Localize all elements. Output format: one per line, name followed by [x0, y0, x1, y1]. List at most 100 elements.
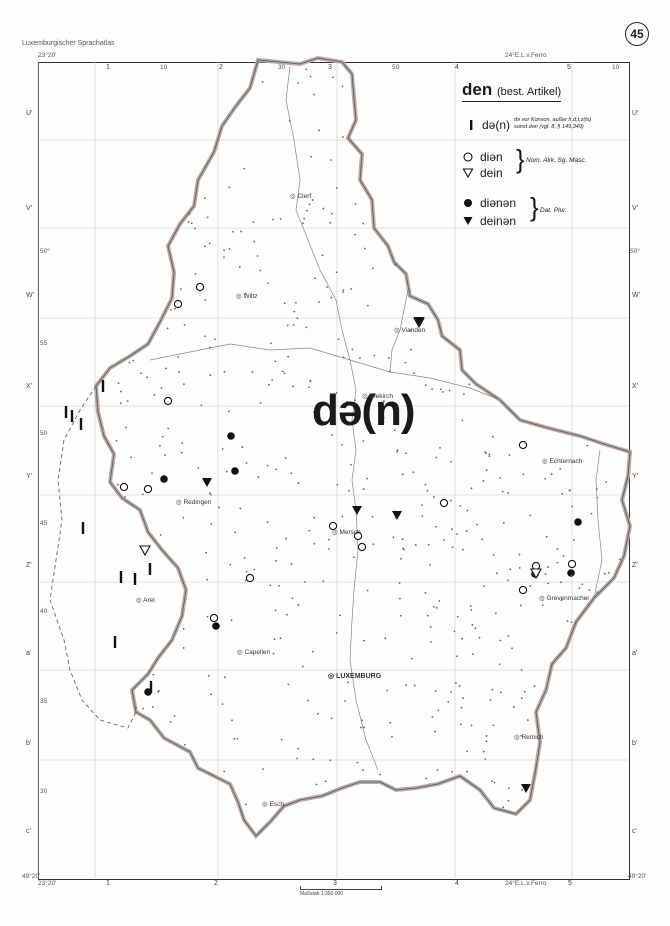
- survey-point-dot: [178, 371, 180, 373]
- survey-point-dot: [398, 582, 401, 585]
- survey-point-dot: [466, 750, 469, 753]
- survey-point-dot: [305, 209, 308, 212]
- tick-top-3: 50: [392, 64, 400, 71]
- survey-point-dot: [451, 546, 454, 549]
- filled-circle-marker: [144, 688, 152, 696]
- survey-point-dot: [499, 691, 502, 694]
- survey-point-dot: [438, 600, 441, 602]
- survey-point-dot: [450, 460, 453, 463]
- place-label-mersch: ◎ Mersch: [332, 529, 361, 536]
- survey-point-dot: [313, 93, 316, 96]
- survey-point-dot: [435, 525, 437, 528]
- survey-point-dot: [399, 597, 401, 600]
- place-label-capellen: ◎ Capellen: [237, 649, 271, 656]
- survey-point-dot: [508, 454, 511, 456]
- survey-point-dot: [350, 288, 353, 290]
- survey-point-dot: [353, 556, 355, 559]
- survey-point-dot: [429, 563, 432, 566]
- survey-point-dot: [257, 476, 260, 479]
- survey-point-dot: [303, 581, 306, 583]
- survey-point-dot: [151, 472, 153, 475]
- grid-row-x-right: X': [632, 383, 639, 390]
- survey-point-dot: [204, 245, 206, 248]
- survey-point-dot: [182, 516, 185, 519]
- survey-point-dot: [267, 282, 270, 285]
- survey-point-dot: [481, 538, 484, 541]
- survey-point-dot: [341, 85, 344, 88]
- survey-point-dot: [292, 324, 295, 326]
- survey-point-dot: [425, 777, 428, 780]
- survey-point-dot: [388, 370, 391, 373]
- survey-point-dot: [482, 585, 485, 588]
- grid-row-u: U': [26, 110, 33, 117]
- grid-row-a: a': [26, 650, 32, 657]
- survey-point-dot: [362, 488, 365, 491]
- survey-point-dot: [221, 703, 224, 706]
- tick-top-1: 10: [160, 64, 168, 71]
- survey-point-dot: [484, 758, 487, 760]
- legend-row-circle-open: diən: [462, 150, 503, 164]
- survey-point-dot: [431, 388, 433, 390]
- survey-point-dot: [308, 529, 311, 532]
- survey-point-dot: [187, 221, 190, 223]
- survey-point-dot: [284, 457, 287, 459]
- survey-point-dot: [297, 747, 300, 750]
- survey-point-dot: [252, 221, 255, 224]
- survey-point-dot: [361, 719, 364, 722]
- survey-point-dot: [439, 446, 441, 449]
- survey-point-dot: [392, 536, 395, 539]
- survey-point-dot: [280, 738, 283, 741]
- grid-row-b-right: b': [632, 740, 638, 747]
- bar-marker: [101, 380, 105, 392]
- survey-point-dot: [590, 512, 593, 515]
- survey-point-dot: [174, 307, 176, 310]
- survey-point-dot: [456, 655, 458, 658]
- survey-point-dot: [421, 515, 424, 518]
- survey-point-dot: [204, 335, 206, 338]
- survey-point-dot: [336, 483, 339, 486]
- survey-point-dot: [562, 555, 565, 557]
- survey-point-dot: [125, 426, 127, 429]
- survey-point-dot: [210, 693, 212, 696]
- survey-point-dot: [341, 136, 344, 138]
- survey-point-dot: [560, 581, 563, 584]
- tick-side-50: 50: [40, 430, 48, 437]
- survey-point-dot: [142, 707, 145, 710]
- survey-point-dot: [461, 419, 464, 422]
- survey-point-dot: [596, 591, 599, 594]
- open-circle-marker: [195, 282, 205, 292]
- survey-point-dot: [493, 781, 496, 784]
- survey-point-dot: [519, 604, 522, 607]
- survey-point-dot: [456, 615, 459, 618]
- survey-point-dot: [173, 715, 176, 717]
- grid-col-3: 3: [328, 64, 332, 71]
- survey-point-dot: [359, 357, 361, 359]
- survey-point-dot: [499, 477, 502, 479]
- survey-point-dot: [366, 589, 369, 592]
- survey-point-dot: [559, 467, 562, 470]
- survey-point-dot: [383, 400, 385, 403]
- survey-point-dot: [115, 439, 118, 442]
- atlas-title: Luxemburgischer Sprachatlas: [22, 40, 115, 47]
- survey-point-dot: [153, 393, 156, 396]
- survey-point-dot: [470, 724, 473, 727]
- survey-point-dot: [309, 380, 312, 383]
- survey-point-dot: [181, 442, 184, 445]
- survey-point-dot: [544, 573, 547, 575]
- survey-point-dot: [307, 699, 309, 702]
- survey-point-dot: [209, 493, 212, 496]
- survey-point-dot: [394, 264, 397, 266]
- survey-point-dot: [426, 489, 429, 492]
- survey-point-dot: [476, 523, 479, 526]
- survey-point-dot: [308, 203, 311, 206]
- survey-point-dot: [458, 685, 461, 687]
- survey-point-dot: [311, 199, 314, 201]
- survey-point-dot: [507, 799, 510, 802]
- survey-point-dot: [488, 455, 491, 458]
- survey-point-dot: [492, 724, 495, 727]
- grid-col-4-bottom: 4: [455, 880, 459, 887]
- survey-point-dot: [412, 372, 415, 375]
- survey-point-dot: [278, 584, 281, 587]
- survey-point-dot: [146, 376, 148, 379]
